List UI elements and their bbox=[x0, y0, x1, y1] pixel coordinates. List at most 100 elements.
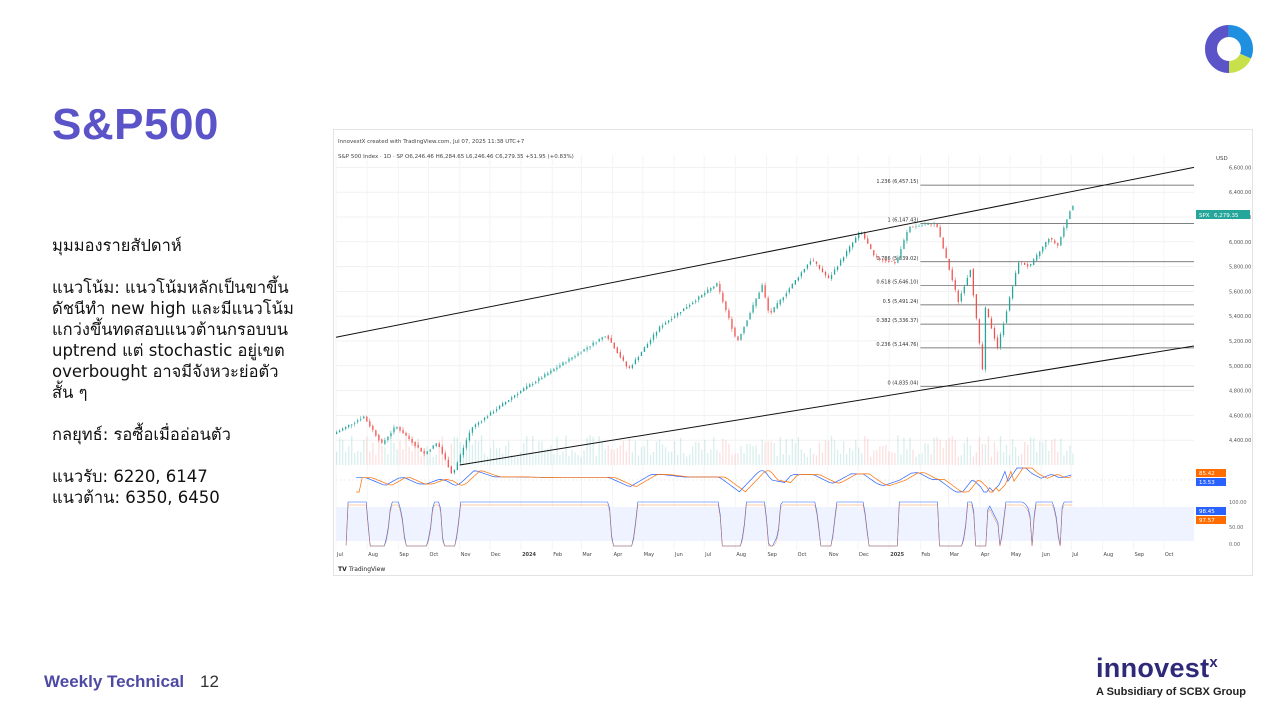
volume-bar bbox=[511, 454, 513, 465]
candle bbox=[927, 223, 929, 225]
volume-bar bbox=[670, 451, 673, 465]
candle bbox=[963, 286, 965, 294]
candle bbox=[758, 292, 760, 299]
volume-bar bbox=[541, 441, 543, 465]
candle bbox=[498, 405, 501, 409]
candle bbox=[906, 232, 908, 241]
candle bbox=[1072, 205, 1074, 211]
candle bbox=[794, 279, 796, 285]
volume-bar bbox=[474, 439, 477, 465]
candle bbox=[580, 352, 582, 354]
volume-bar bbox=[504, 445, 507, 465]
x-tick-label: Jul bbox=[1071, 552, 1078, 558]
volume-bar bbox=[803, 453, 806, 465]
volume-bar bbox=[1072, 453, 1074, 465]
candle bbox=[544, 374, 546, 378]
volume-bar bbox=[529, 452, 531, 465]
candle bbox=[773, 307, 775, 313]
volume-bar bbox=[891, 452, 893, 465]
x-tick-label: Sep bbox=[768, 552, 777, 558]
candle bbox=[701, 294, 703, 298]
volume-bar bbox=[607, 445, 609, 465]
volume-bar bbox=[628, 437, 631, 465]
volume-bar bbox=[351, 435, 353, 465]
candle bbox=[839, 259, 842, 266]
candle bbox=[903, 240, 905, 250]
volume-bar bbox=[812, 453, 815, 465]
x-tick-label: Jun bbox=[674, 552, 683, 558]
candle bbox=[764, 285, 766, 298]
volume-bar bbox=[978, 437, 981, 465]
last-price-value: 6,279.35 bbox=[1214, 213, 1239, 219]
volume-bar bbox=[948, 437, 950, 465]
candle bbox=[414, 441, 416, 447]
volume-bar bbox=[384, 447, 386, 465]
fib-label: 0.382 (5,336.37) bbox=[876, 318, 918, 324]
volume-bar bbox=[761, 439, 763, 465]
volume-bar bbox=[1042, 442, 1044, 465]
chart-symbol-line: S&P 500 Index · 1D · SP O6,246.46 H6,284… bbox=[338, 154, 574, 160]
candle bbox=[589, 346, 591, 348]
candle bbox=[734, 327, 736, 337]
volume-bar bbox=[438, 440, 440, 465]
macd-tag: 85.42 bbox=[1199, 471, 1215, 477]
candle bbox=[508, 400, 510, 402]
candle bbox=[529, 384, 531, 388]
volume-bar bbox=[924, 443, 926, 465]
candle bbox=[731, 318, 733, 329]
volume-bar bbox=[1033, 438, 1035, 465]
volume-bar bbox=[571, 450, 573, 465]
volume-bar bbox=[336, 451, 338, 465]
volume-bar bbox=[909, 437, 911, 465]
volume-bar bbox=[637, 455, 640, 465]
candle bbox=[879, 258, 881, 260]
candle bbox=[1005, 311, 1008, 323]
fib-label: 1.236 (6,457.15) bbox=[876, 179, 918, 185]
x-tick-label: Oct bbox=[430, 552, 439, 558]
candle bbox=[583, 349, 585, 352]
volume-bar bbox=[839, 453, 842, 465]
volume-bar bbox=[339, 437, 341, 465]
candle bbox=[441, 446, 443, 454]
candle bbox=[511, 397, 513, 400]
volume-bar bbox=[535, 453, 537, 465]
candle bbox=[1057, 243, 1059, 246]
macd-tag: 13.53 bbox=[1199, 480, 1215, 486]
x-tick-label: Feb bbox=[921, 552, 930, 558]
volume-bar bbox=[595, 455, 597, 465]
volume-bar bbox=[800, 449, 803, 465]
volume-bar bbox=[921, 452, 923, 465]
x-tick-label: May bbox=[644, 552, 654, 558]
candle bbox=[517, 393, 519, 396]
price-chart: 1.236 (6,457.15) 1 (6,147.43) 0.786 (5,839… bbox=[333, 129, 1253, 576]
candle bbox=[495, 409, 498, 412]
trend-line: แกว่งขึ้นทดสอบแนวต้านกรอบบน bbox=[52, 320, 288, 339]
x-tick-label: Nov bbox=[461, 552, 471, 558]
volume-bar bbox=[592, 436, 594, 465]
volume-bar bbox=[764, 442, 766, 465]
candle bbox=[601, 337, 603, 340]
x-tick-label: Oct bbox=[798, 552, 807, 558]
volume-bar bbox=[1011, 439, 1014, 465]
volume-bar bbox=[342, 439, 344, 465]
volume-bar bbox=[357, 450, 359, 465]
volume-bar bbox=[1057, 451, 1059, 465]
candle bbox=[1051, 238, 1053, 240]
commentary-heading: มุมมองรายสัปดาห์ bbox=[52, 236, 182, 255]
candle bbox=[864, 232, 866, 239]
candle bbox=[785, 293, 787, 297]
candle bbox=[568, 358, 570, 362]
support-text: แนวรับ: 6220, 6147 bbox=[52, 467, 208, 486]
volume-bar bbox=[809, 448, 812, 465]
candle bbox=[1039, 251, 1041, 257]
candle bbox=[692, 302, 694, 305]
candle bbox=[1054, 240, 1056, 244]
x-tick-label: Apr bbox=[614, 552, 624, 558]
volume-bar bbox=[514, 456, 516, 465]
candle bbox=[354, 422, 356, 424]
volume-bar bbox=[692, 446, 694, 465]
trend-channel bbox=[335, 166, 1195, 466]
candle bbox=[954, 280, 956, 290]
candle bbox=[468, 432, 471, 441]
volume-bar bbox=[586, 437, 588, 465]
